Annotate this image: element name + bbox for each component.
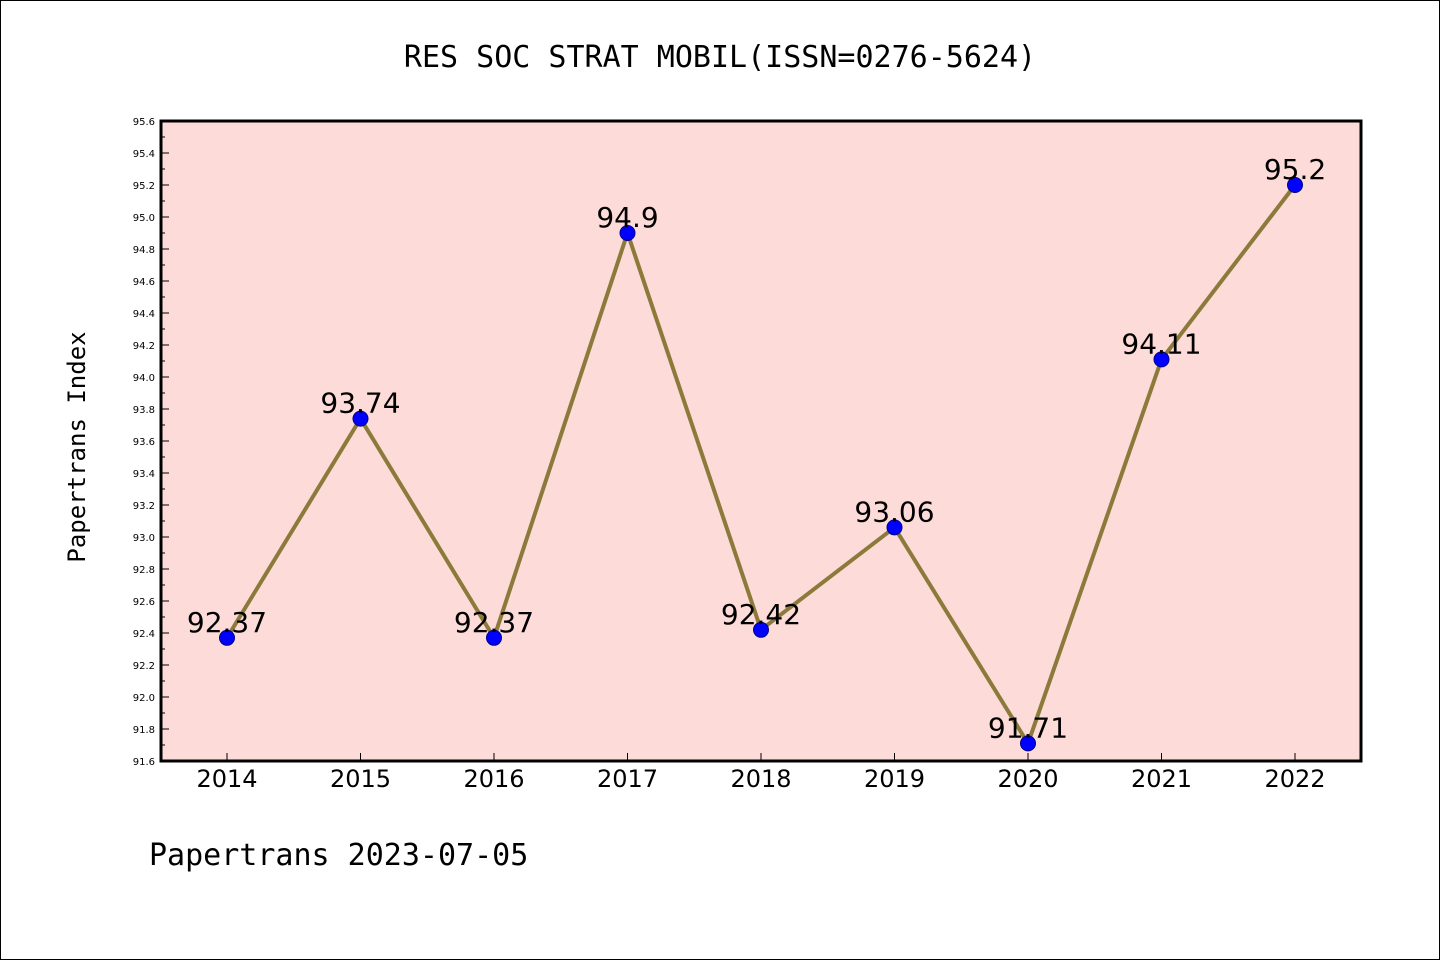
data-point-marker bbox=[1020, 735, 1036, 752]
y-tick-label: 93.0 bbox=[133, 533, 155, 544]
y-tick-label: 92.8 bbox=[133, 565, 155, 576]
data-point-marker bbox=[1153, 351, 1170, 368]
x-tick-label: 2015 bbox=[330, 765, 391, 793]
data-label: 93.06 bbox=[854, 495, 934, 528]
data-point-marker bbox=[486, 629, 502, 646]
y-tick-label: 95.2 bbox=[133, 181, 155, 192]
x-tick-label: 2014 bbox=[196, 765, 257, 793]
data-label: 95.2 bbox=[1264, 153, 1326, 186]
data-label: 92.37 bbox=[454, 606, 534, 639]
data-point-marker bbox=[1287, 177, 1303, 193]
y-axis-ticks: 91.6 91.8 92.0 92.2 92.4 92.6 92.8 93.0 93.2 93.4… bbox=[133, 117, 169, 768]
y-tick-label: 92.4 bbox=[133, 629, 155, 640]
plot-border bbox=[159, 119, 1363, 763]
plot-area bbox=[161, 121, 1361, 761]
y-tick-label: 92.2 bbox=[133, 661, 155, 672]
x-tick-label: 2017 bbox=[597, 765, 658, 793]
x-tick-label: 2022 bbox=[1264, 765, 1325, 793]
data-label: 91.71 bbox=[988, 711, 1068, 744]
y-axis-label: Papertrans Index bbox=[63, 331, 91, 562]
y-tick-label: 94.6 bbox=[133, 277, 155, 288]
x-tick-label: 2018 bbox=[730, 765, 791, 793]
x-tick-label: 2020 bbox=[997, 765, 1058, 793]
y-tick-label: 92.0 bbox=[133, 693, 155, 704]
x-tick-label: 2021 bbox=[1131, 765, 1192, 793]
data-label: 92.42 bbox=[721, 598, 801, 631]
y-tick-label: 91.8 bbox=[133, 725, 155, 736]
data-point-marker bbox=[753, 621, 769, 638]
data-label: 94.9 bbox=[596, 201, 658, 234]
y-tick-label: 94.2 bbox=[133, 341, 155, 352]
data-label: 92.37 bbox=[187, 606, 267, 639]
y-tick-label: 94.8 bbox=[133, 245, 155, 256]
y-tick-label: 93.4 bbox=[133, 469, 155, 480]
y-tick-label: 95.4 bbox=[133, 149, 155, 160]
y-tick-label: 94.0 bbox=[133, 373, 155, 384]
footer-text: Papertrans 2023-07-05 bbox=[149, 838, 528, 873]
data-markers bbox=[219, 177, 1303, 752]
data-point-marker bbox=[886, 519, 903, 536]
y-tick-label: 93.8 bbox=[133, 405, 155, 416]
x-axis-ticks: 2014 2015 2016 2017 2018 2019 2020 2021 2022 bbox=[196, 753, 1326, 793]
chart-title: RES SOC STRAT MOBIL(ISSN=0276-5624) bbox=[404, 40, 1036, 75]
y-tick-label: 91.6 bbox=[133, 757, 155, 768]
data-labels: 92.37 93.74 92.37 94.9 92.42 93.06 91.71 94.11 9… bbox=[187, 153, 1326, 744]
y-tick-label: 93.2 bbox=[133, 501, 155, 512]
data-label: 94.11 bbox=[1121, 327, 1201, 360]
data-point-marker bbox=[219, 629, 235, 646]
y-tick-label: 95.0 bbox=[133, 213, 155, 224]
x-tick-label: 2016 bbox=[463, 765, 524, 793]
data-point-marker bbox=[619, 225, 636, 241]
y-tick-label: 93.6 bbox=[133, 437, 155, 448]
x-tick-label: 2019 bbox=[864, 765, 925, 793]
data-label: 93.74 bbox=[320, 387, 400, 420]
data-point-marker bbox=[352, 410, 369, 427]
y-tick-label: 94.4 bbox=[133, 309, 155, 320]
y-tick-label: 95.6 bbox=[133, 117, 155, 128]
y-tick-label: 92.6 bbox=[133, 597, 155, 608]
